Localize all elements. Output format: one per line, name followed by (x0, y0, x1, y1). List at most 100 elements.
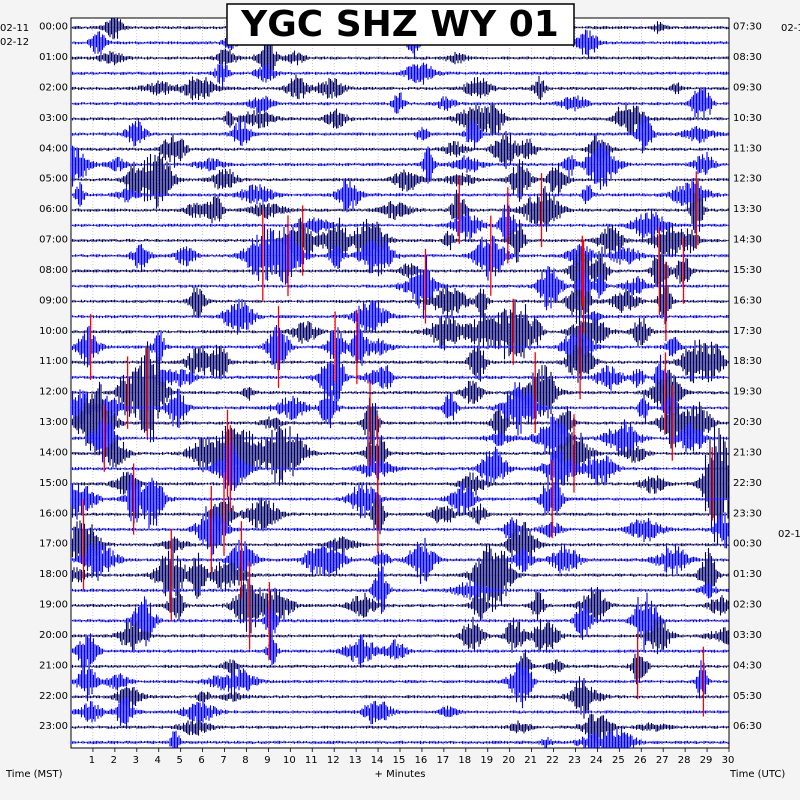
left-hour-label: 18:00 (39, 569, 68, 580)
right-hour-label: 01:30 (733, 569, 762, 580)
left-hour-label: 17:00 (39, 539, 68, 550)
trace-row (70, 616, 729, 655)
right-hour-label: 12:30 (733, 174, 762, 185)
right-hour-label: 06:30 (733, 721, 762, 732)
right-hour-label: 13:30 (733, 204, 762, 215)
left-hour-label: 00:00 (39, 22, 68, 33)
x-tick-label: 20 (502, 755, 515, 766)
clipped-peaks (82, 171, 713, 717)
x-tick-label: 6 (198, 755, 204, 766)
right-hour-label: 22:30 (733, 478, 762, 489)
left-hour-label: 09:00 (39, 295, 68, 306)
x-tick-label: 21 (524, 755, 537, 766)
right-hour-label: 15:30 (733, 265, 762, 276)
right-hour-label: 09:30 (733, 82, 762, 93)
x-tick-labels: 1 2 3 4 5 6 7 8 9 10 11 12 13 14 15 16 17 18 19 20 21 22 23 24 2… (89, 748, 735, 766)
left-hour-label: 22:00 (39, 691, 68, 702)
trace-row (70, 676, 729, 719)
x-tick-label: 5 (176, 755, 182, 766)
right-hour-label: 20:30 (733, 417, 762, 428)
right-hour-labels: 07:30 08:30 09:30 10:30 11:30 12:30 13:30 14:30… (733, 22, 762, 733)
left-hour-label: 14:00 (39, 447, 68, 458)
x-tick-label: 17 (436, 755, 449, 766)
x-tick-label: 22 (546, 755, 559, 766)
trace-row (70, 474, 729, 529)
left-hour-label: 19:00 (39, 600, 68, 611)
x-tick-label: 15 (393, 755, 406, 766)
x-tick-label: 4 (155, 755, 161, 766)
trace-row (70, 537, 729, 584)
trace-row (70, 633, 729, 670)
right-hour-label: 18:30 (733, 356, 762, 367)
left-hour-label: 03:00 (39, 113, 68, 124)
left-hour-label: 12:00 (39, 387, 68, 398)
left-hour-label: 11:00 (39, 356, 68, 367)
x-tick-label: 14 (371, 755, 384, 766)
right-hour-label: 08:30 (733, 52, 762, 63)
x-tick-label: 10 (283, 755, 296, 766)
right-hour-label: 03:30 (733, 630, 762, 641)
trace-row (70, 649, 729, 685)
trace-row (70, 696, 729, 729)
left-hour-label: 15:00 (39, 478, 68, 489)
x-axis-label: + Minutes (375, 769, 426, 780)
x-tick-label: 29 (700, 755, 713, 766)
left-hour-label: 01:00 (39, 52, 68, 63)
right-date-label-top: 02-1 (781, 23, 800, 34)
left-hour-label: 07:00 (39, 235, 68, 246)
x-tick-label: 9 (264, 755, 270, 766)
left-hour-label: 13:00 (39, 417, 68, 428)
right-hour-label: 04:30 (733, 660, 762, 671)
right-axis-label: Time (UTC) (729, 769, 785, 780)
left-hour-label: 05:00 (39, 174, 68, 185)
right-date-label: 02-1 (778, 529, 800, 540)
right-hour-label: 00:30 (733, 539, 762, 550)
right-hour-label: 16:30 (733, 295, 762, 306)
x-tick-label: 30 (722, 755, 735, 766)
trace-row (70, 381, 729, 456)
trace-row (70, 520, 729, 569)
x-tick-label: 23 (568, 755, 581, 766)
trace-row (70, 88, 729, 121)
x-tick-label: 2 (111, 755, 117, 766)
trace-row (70, 140, 729, 190)
x-tick-label: 1 (89, 755, 95, 766)
left-hour-label: 21:00 (39, 660, 68, 671)
trace-row (70, 714, 729, 744)
right-hour-label: 19:30 (733, 387, 762, 398)
x-tick-label: 7 (220, 755, 226, 766)
right-hour-label: 21:30 (733, 447, 762, 458)
trace-row (70, 62, 729, 87)
trace-row (70, 178, 729, 213)
right-hour-label: 07:30 (733, 22, 762, 33)
left-hour-label: 04:00 (39, 143, 68, 154)
trace-row (70, 74, 729, 101)
chart-title: YGC SHZ WY 01 (240, 4, 559, 45)
x-tick-label: 11 (305, 755, 318, 766)
trace-row (70, 566, 729, 614)
trace-row (70, 382, 729, 436)
trace-row (70, 152, 729, 209)
x-tick-label: 28 (678, 755, 691, 766)
right-hour-label: 05:30 (733, 691, 762, 702)
trace-row (70, 115, 729, 154)
trace-row (70, 418, 729, 486)
left-hour-label: 10:00 (39, 326, 68, 337)
x-tick-label: 19 (480, 755, 493, 766)
trace-row (70, 104, 729, 136)
x-tick-label: 16 (415, 755, 428, 766)
left-hour-label: 23:00 (39, 721, 68, 732)
x-tick-label: 27 (656, 755, 669, 766)
x-tick-label: 8 (242, 755, 248, 766)
right-hour-label: 23:30 (733, 508, 762, 519)
left-hour-label: 16:00 (39, 508, 68, 519)
trace-row (70, 727, 729, 748)
trace-row (70, 543, 729, 612)
trace-row (70, 299, 729, 360)
trace-row (70, 341, 729, 443)
trace-row (70, 506, 729, 556)
x-tick-label: 24 (590, 755, 603, 766)
left-axis-label: Time (MST) (5, 769, 63, 780)
left-hour-label: 08:00 (39, 265, 68, 276)
